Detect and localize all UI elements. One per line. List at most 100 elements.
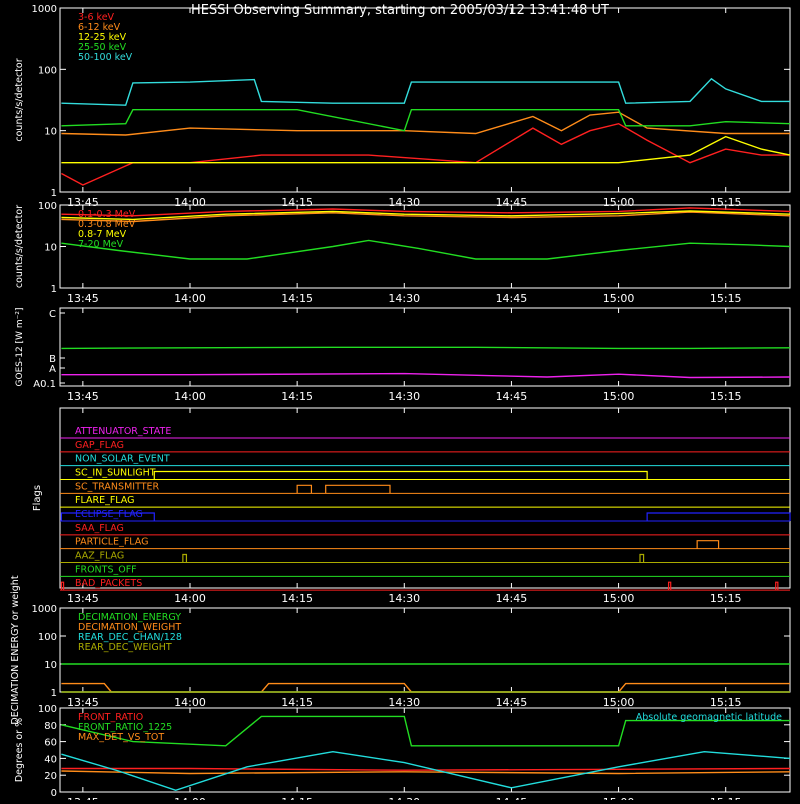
x-tick-label: 14:45 xyxy=(496,196,528,209)
flag-label: SAA_FLAG xyxy=(75,523,124,534)
panel-frame xyxy=(59,407,791,589)
chart-title: HESSI Observing Summary, starting on 200… xyxy=(191,3,609,18)
series-line xyxy=(61,770,791,775)
series-line xyxy=(61,715,790,747)
panel-frame xyxy=(59,707,791,793)
flag-active-segment xyxy=(646,512,791,521)
flag-label: ATTENUATOR_STATE xyxy=(75,426,171,437)
x-tick-label: 14:30 xyxy=(388,696,420,709)
x-tick-label: 15:15 xyxy=(710,592,742,605)
y-tick-label: B xyxy=(49,354,56,365)
series-line xyxy=(61,211,791,223)
flags-ylabel: Flags xyxy=(32,485,43,511)
series-line xyxy=(61,239,791,260)
series-line xyxy=(61,77,790,106)
x-tick-label: 14:45 xyxy=(496,796,528,800)
count-rates-low-ylabel: counts/s/detector xyxy=(14,58,25,141)
x-tick-label: 14:30 xyxy=(388,390,420,403)
panel-frame xyxy=(59,7,791,193)
series-line xyxy=(61,682,790,693)
legend-entry: REAR_DEC_CHAN/128 xyxy=(78,632,182,643)
x-tick-label: 14:15 xyxy=(281,390,313,403)
x-tick-label: 14:15 xyxy=(281,696,313,709)
x-tick-label: 14:00 xyxy=(174,796,206,800)
y-tick-label: 1 xyxy=(51,188,57,199)
x-tick-label: 14:45 xyxy=(496,592,528,605)
flag-label: BAD_PACKETS xyxy=(75,578,142,589)
y-tick-label: A xyxy=(49,364,56,375)
x-tick-label: 14:45 xyxy=(496,390,528,403)
legend-entry: 6-12 keV xyxy=(78,22,121,33)
x-tick-label: 14:30 xyxy=(388,796,420,800)
x-tick-label: 14:00 xyxy=(174,592,206,605)
x-tick-label: 14:30 xyxy=(388,592,420,605)
y-tick-label: 60 xyxy=(44,738,57,749)
x-tick-label: 15:15 xyxy=(710,292,742,305)
flag-label: NON_SOLAR_EVENT xyxy=(75,454,170,465)
flag-active-segment xyxy=(775,581,779,591)
legend-entry: 25-50 keV xyxy=(78,42,127,53)
flag-label: ECLIPSE_FLAG xyxy=(75,509,143,520)
series-line xyxy=(61,109,791,132)
flag-label: PARTICLE_FLAG xyxy=(75,537,148,548)
x-tick-label: 13:45 xyxy=(67,390,99,403)
legend-entry: 50-100 keV xyxy=(78,52,133,63)
x-tick-label: 14:00 xyxy=(174,292,206,305)
y-tick-label: 10 xyxy=(44,660,57,671)
flag-label: SC_TRANSMITTER xyxy=(75,481,160,492)
legend-entry: Absolute geomagnetic latitude xyxy=(636,712,782,723)
legend-entry: 12-25 keV xyxy=(78,32,127,43)
panel-frame xyxy=(59,307,791,387)
goes-ylabel: GOES-12 [W m⁻²] xyxy=(15,308,25,387)
y-tick-label: 20 xyxy=(44,771,57,782)
series-line xyxy=(61,750,791,792)
x-tick-label: 14:15 xyxy=(281,592,313,605)
x-tick-label: 15:00 xyxy=(603,796,635,800)
flag-label: SC_IN_SUNLIGHT xyxy=(75,468,156,479)
goes-series-line xyxy=(61,372,791,379)
legend-entry: FRONT_RATIO_1225 xyxy=(78,722,172,733)
x-tick-label: 14:00 xyxy=(174,390,206,403)
y-tick-label: A0.1 xyxy=(33,379,56,390)
flag-active-segment xyxy=(639,553,645,563)
x-tick-label: 14:30 xyxy=(388,196,420,209)
y-tick-label: 1 xyxy=(51,688,57,699)
y-tick-label: 10 xyxy=(44,243,57,254)
legend-entry: DECIMATION_WEIGHT xyxy=(78,622,181,633)
flag-label: FLARE_FLAG xyxy=(75,495,135,506)
x-tick-label: 13:45 xyxy=(67,696,99,709)
flag-active-segment xyxy=(153,470,648,480)
x-tick-label: 14:15 xyxy=(281,196,313,209)
flag-active-segment xyxy=(325,484,391,494)
y-tick-label: 1000 xyxy=(32,604,57,615)
series-line xyxy=(61,767,791,771)
y-tick-label: 0 xyxy=(51,788,57,799)
goes-series-line xyxy=(61,346,791,350)
y-tick-label: 100 xyxy=(38,704,57,715)
flag-label: AAZ_FLAG xyxy=(75,551,124,562)
flag-active-segment xyxy=(296,484,313,494)
series-line xyxy=(61,111,790,136)
x-tick-label: 15:00 xyxy=(603,592,635,605)
series-line xyxy=(61,210,791,221)
x-tick-label: 14:30 xyxy=(388,292,420,305)
x-tick-label: 15:15 xyxy=(710,196,742,209)
y-tick-label: 40 xyxy=(44,754,57,765)
legend-entry: 0.8-7 MeV xyxy=(78,229,127,240)
legend-entry: FRONT_RATIO xyxy=(78,712,143,723)
y-tick-label: 1000 xyxy=(32,4,57,15)
x-tick-label: 15:15 xyxy=(710,390,742,403)
x-tick-label: 13:45 xyxy=(67,592,99,605)
x-tick-label: 14:00 xyxy=(174,696,206,709)
flag-label: FRONTS_OFF xyxy=(75,564,137,575)
y-tick-label: 100 xyxy=(38,632,57,643)
legend-entry: MAX_DET_VS_TOT xyxy=(78,732,164,743)
x-tick-label: 15:15 xyxy=(710,796,742,800)
flag-active-segment xyxy=(60,581,65,591)
legend-entry: REAR_DEC_WEIGHT xyxy=(78,642,172,653)
legend-entry: DECIMATION_ENERGY xyxy=(78,612,181,623)
legend-entry: 0.1-0.3 MeV xyxy=(78,209,136,220)
x-tick-label: 14:45 xyxy=(496,696,528,709)
